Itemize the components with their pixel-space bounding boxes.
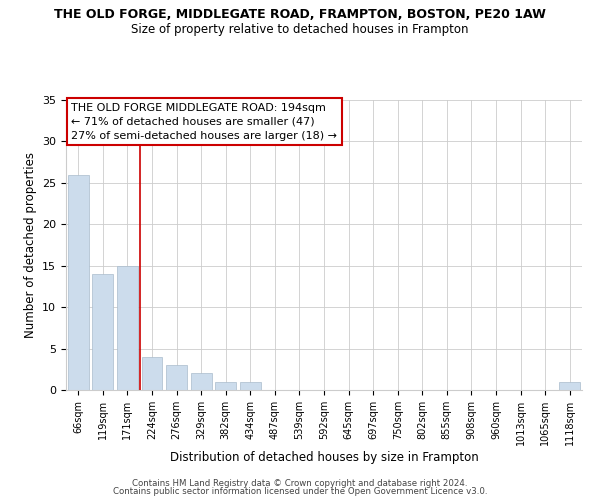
Bar [559,382,580,390]
Bar [166,365,187,390]
Text: Contains public sector information licensed under the Open Government Licence v3: Contains public sector information licen… [113,487,487,496]
X-axis label: Distribution of detached houses by size in Frampton: Distribution of detached houses by size … [170,450,478,464]
Bar [191,374,212,390]
Bar [117,266,138,390]
Text: Size of property relative to detached houses in Frampton: Size of property relative to detached ho… [131,22,469,36]
Text: Contains HM Land Registry data © Crown copyright and database right 2024.: Contains HM Land Registry data © Crown c… [132,478,468,488]
Bar [240,382,261,390]
Text: THE OLD FORGE, MIDDLEGATE ROAD, FRAMPTON, BOSTON, PE20 1AW: THE OLD FORGE, MIDDLEGATE ROAD, FRAMPTON… [54,8,546,20]
Bar [92,274,113,390]
Y-axis label: Number of detached properties: Number of detached properties [23,152,37,338]
Bar [215,382,236,390]
Text: THE OLD FORGE MIDDLEGATE ROAD: 194sqm
← 71% of detached houses are smaller (47)
: THE OLD FORGE MIDDLEGATE ROAD: 194sqm ← … [71,103,337,141]
Bar [68,174,89,390]
Bar [142,357,163,390]
